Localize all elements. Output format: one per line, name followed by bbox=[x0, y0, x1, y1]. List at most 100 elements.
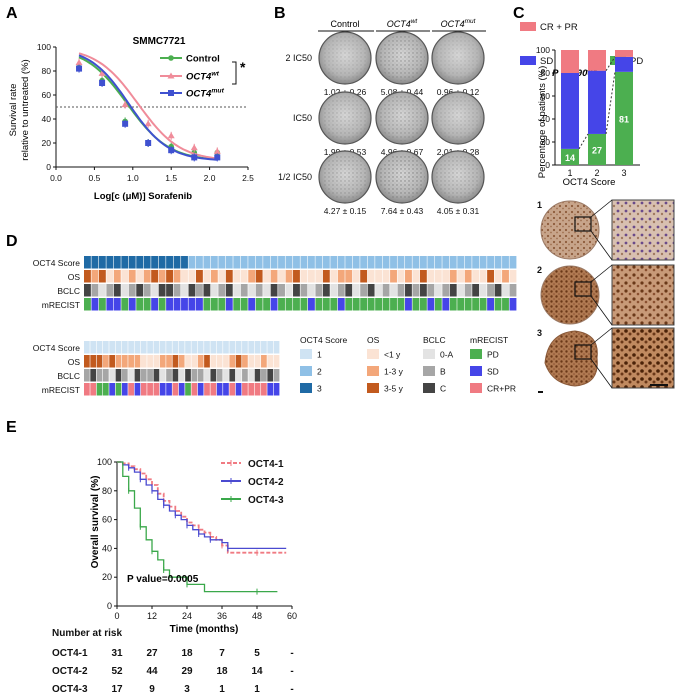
heatmap-bottom-row-label: BCLC bbox=[57, 371, 80, 381]
heatmap-top-cell-score bbox=[113, 256, 121, 269]
panel-a-dose-response-chart: SMMC7721 0.0 0.5 1.0 1.5 2.0 2.5020406080100 … bbox=[8, 36, 254, 202]
heatmap-top-cell-bclc bbox=[240, 284, 248, 297]
panel-e-xlabel: Time (months) bbox=[170, 624, 239, 635]
heatmap-top-cell-os bbox=[464, 270, 472, 283]
heatmap-top-cell-score bbox=[337, 256, 345, 269]
panel-a-data-marks bbox=[75, 52, 221, 162]
heatmap-bottom-cell-os bbox=[147, 355, 153, 368]
panel-a-x-tick-label: 2.0 bbox=[204, 173, 216, 183]
heatmap-top-cell-score bbox=[240, 256, 248, 269]
heatmap-top-cell-os bbox=[248, 270, 256, 283]
panel-b-column-header: Control bbox=[330, 19, 359, 29]
panel-e-legend-label: OCT4-2 bbox=[248, 477, 284, 488]
panel-a-y-tick-label: 100 bbox=[37, 42, 51, 52]
heatmap-bottom-cell-score bbox=[235, 341, 242, 354]
heatmap-top-cell-mrecist bbox=[472, 298, 480, 311]
heatmap-top-cell-mrecist bbox=[434, 298, 442, 311]
panel-c-bar-label: 27 bbox=[592, 145, 602, 155]
panel-b-column-header-base: OCT4 bbox=[387, 19, 411, 29]
heatmap-top-cell-score bbox=[121, 256, 129, 269]
heatmap-top-cell-bclc bbox=[113, 284, 121, 297]
panel-e-x-tick-label: 48 bbox=[252, 611, 262, 621]
heatmap-top-cell-os bbox=[255, 270, 263, 283]
heatmap-top-cell-bclc bbox=[218, 284, 226, 297]
panel-c-legend-label-pd: PD bbox=[630, 56, 643, 67]
heatmap-bottom-cell-bclc bbox=[235, 369, 242, 382]
heatmap-top-cell-bclc bbox=[121, 284, 129, 297]
heatmap-bottom-cell-mrecist bbox=[128, 383, 134, 396]
heatmap-top-cell-score bbox=[494, 256, 502, 269]
heatmap-top-cell-mrecist bbox=[121, 298, 129, 311]
heatmap-top-cell-bclc bbox=[367, 284, 375, 297]
heatmap-top-cell-os bbox=[367, 270, 375, 283]
heatmap-bottom-cell-bclc bbox=[185, 369, 191, 382]
heatmap-top-cell-bclc bbox=[419, 284, 427, 297]
panel-b-column-header-base: OCT4 bbox=[441, 19, 465, 29]
heatmap-top-cell-bclc bbox=[337, 284, 345, 297]
panel-e-risk-value: 27 bbox=[146, 648, 158, 659]
heatmap-bottom-cell-os bbox=[248, 355, 255, 368]
heatmap-bottom-cell-os bbox=[166, 355, 172, 368]
heatmap-top-cell-score bbox=[188, 256, 196, 269]
panel-e-risk-value: 29 bbox=[181, 666, 193, 677]
panel-e-risk-value: 14 bbox=[251, 666, 263, 677]
heatmap-legend-swatch bbox=[300, 349, 312, 359]
heatmap-legend-swatch bbox=[423, 383, 435, 393]
heatmap-bottom-cell-bclc bbox=[140, 369, 147, 382]
panel-e-risk-value: - bbox=[290, 648, 293, 659]
heatmap-bottom-cell-mrecist bbox=[261, 383, 267, 396]
heatmap-top-cell-os bbox=[233, 270, 241, 283]
heatmap-top-cell-score bbox=[98, 256, 106, 269]
heatmap-top-cell-mrecist bbox=[337, 298, 345, 311]
panel-e-x-tick-label: 0 bbox=[114, 611, 119, 621]
heatmap-top-cell-score bbox=[367, 256, 375, 269]
heatmap-top-cell-mrecist bbox=[98, 298, 106, 311]
heatmap-bottom-cell-score bbox=[128, 341, 134, 354]
heatmap-bottom-cell-mrecist bbox=[159, 383, 166, 396]
heatmap-bottom-cell-bclc bbox=[84, 369, 90, 382]
panel-c-legend-label-sd: SD bbox=[540, 56, 553, 67]
heatmap-bottom-cell-os bbox=[235, 355, 242, 368]
heatmap-bottom-cell-bclc bbox=[134, 369, 141, 382]
heatmap-bottom-cell-os bbox=[185, 355, 191, 368]
heatmap-top-cell-score bbox=[322, 256, 330, 269]
heatmap-top-cell-bclc bbox=[449, 284, 457, 297]
panel-b-column-header-sup: mut bbox=[465, 18, 477, 25]
heatmap-bottom-cell-os bbox=[254, 355, 261, 368]
panel-c-bar-pd bbox=[615, 71, 633, 165]
heatmap-top-cell-score bbox=[173, 256, 181, 269]
heatmap-top-cell-mrecist bbox=[106, 298, 114, 311]
heatmap-legend-swatch bbox=[470, 383, 482, 393]
heatmap-top-cell-bclc bbox=[382, 284, 390, 297]
heatmap-top-cell-os bbox=[203, 270, 211, 283]
heatmap-top-cell-os bbox=[181, 270, 188, 283]
heatmap-bottom-cell-mrecist bbox=[90, 383, 97, 396]
heatmap-bottom-cell-mrecist bbox=[267, 383, 274, 396]
heatmap-bottom-cell-score bbox=[191, 341, 198, 354]
panel-a-legend-label-base: Control bbox=[186, 54, 220, 65]
panel-a-point-wt bbox=[144, 120, 152, 127]
heatmap-top-cell-mrecist bbox=[136, 298, 144, 311]
heatmap-bottom-cell-score bbox=[147, 341, 153, 354]
panel-a-point-mut bbox=[76, 65, 83, 72]
panel-c-y-tick-label: 40 bbox=[541, 114, 551, 124]
panel-b-ic50-value: 4.27 ± 0.15 bbox=[324, 206, 367, 216]
panel-c-connector bbox=[578, 133, 589, 150]
panel-a-legend-label-base: OCT4 bbox=[186, 72, 212, 83]
heatmap-legend-label: 2 bbox=[317, 367, 322, 377]
heatmap-bottom-cell-mrecist bbox=[102, 383, 109, 396]
panel-a-axes: 0.0 0.5 1.0 1.5 2.0 2.5 0 20 40 60 80 100 bbox=[37, 42, 254, 183]
panel-c-x-tick-label: 3 bbox=[621, 168, 626, 178]
panel-e-risk-value: 5 bbox=[254, 648, 260, 659]
heatmap-bottom-cell-os bbox=[102, 355, 109, 368]
heatmap-top-cell-bclc bbox=[375, 284, 383, 297]
heatmap-bottom-cell-os bbox=[210, 355, 217, 368]
heatmap-top-cell-mrecist bbox=[442, 298, 450, 311]
heatmap-top-cell-mrecist bbox=[397, 298, 405, 311]
heatmap-bottom-cell-mrecist bbox=[197, 383, 204, 396]
ihc-zoom-image bbox=[611, 199, 675, 261]
heatmap-bottom-cell-bclc bbox=[96, 369, 103, 382]
heatmap-top-cell-mrecist bbox=[203, 298, 211, 311]
ihc-zoom-connector bbox=[590, 295, 613, 326]
